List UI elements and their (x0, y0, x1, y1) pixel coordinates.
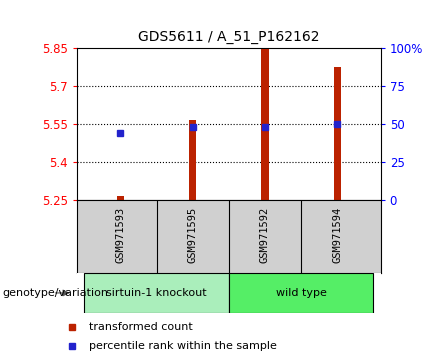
Text: transformed count: transformed count (88, 322, 192, 332)
Bar (229, 273, 374, 313)
Bar (117, 196, 124, 200)
Bar (84, 273, 229, 313)
Text: wild type: wild type (275, 288, 326, 298)
Text: GSM971593: GSM971593 (115, 207, 125, 263)
Text: GSM971595: GSM971595 (187, 207, 198, 263)
Text: percentile rank within the sample: percentile rank within the sample (88, 341, 276, 351)
Bar (261, 49, 268, 200)
Title: GDS5611 / A_51_P162162: GDS5611 / A_51_P162162 (138, 30, 319, 44)
Text: GSM971594: GSM971594 (332, 207, 342, 263)
Text: genotype/variation: genotype/variation (2, 288, 108, 298)
Bar (334, 67, 341, 200)
Text: sirtuin-1 knockout: sirtuin-1 knockout (106, 288, 207, 298)
Bar (189, 120, 196, 200)
Text: GSM971592: GSM971592 (260, 207, 270, 263)
